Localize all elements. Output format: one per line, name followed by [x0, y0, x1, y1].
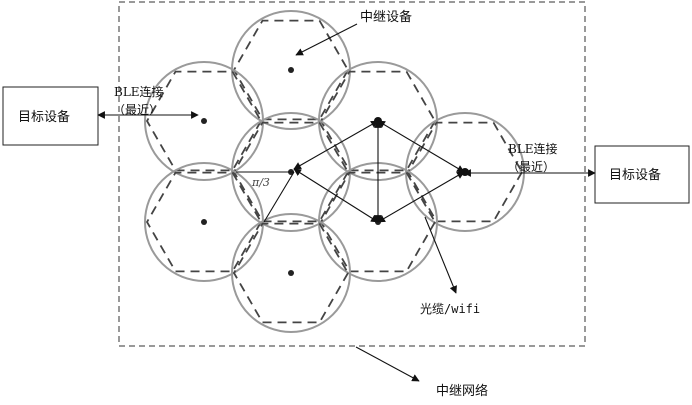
link-center-to-lower — [294, 169, 378, 222]
relay-node-bottom — [288, 270, 294, 276]
relay-device-label: 中继设备 — [360, 9, 412, 25]
ble-left-label: BLE连接 — [114, 84, 164, 99]
ble-left-sublabel: （最近） — [113, 103, 161, 117]
relay-node-lower-left — [201, 219, 207, 225]
ble-right-sublabel: （最近） — [507, 160, 555, 174]
target-device-left-label: 目标设备 — [18, 109, 70, 125]
relay-network-callout — [356, 347, 419, 381]
relay-links — [294, 121, 464, 222]
relay-device-callout — [296, 24, 357, 55]
relay-network-label: 中继网络 — [436, 383, 488, 399]
cable-wifi-label: 光缆/wifi — [420, 302, 480, 316]
ble-right-label: BLE连接 — [508, 141, 558, 156]
relay-node-right — [461, 168, 469, 176]
target-device-right-label: 目标设备 — [609, 167, 661, 183]
relay-node-upper-left — [201, 118, 207, 124]
angle-label: π/3 — [251, 176, 270, 189]
relay-node-top — [288, 67, 294, 73]
relay-cells — [145, 11, 524, 332]
